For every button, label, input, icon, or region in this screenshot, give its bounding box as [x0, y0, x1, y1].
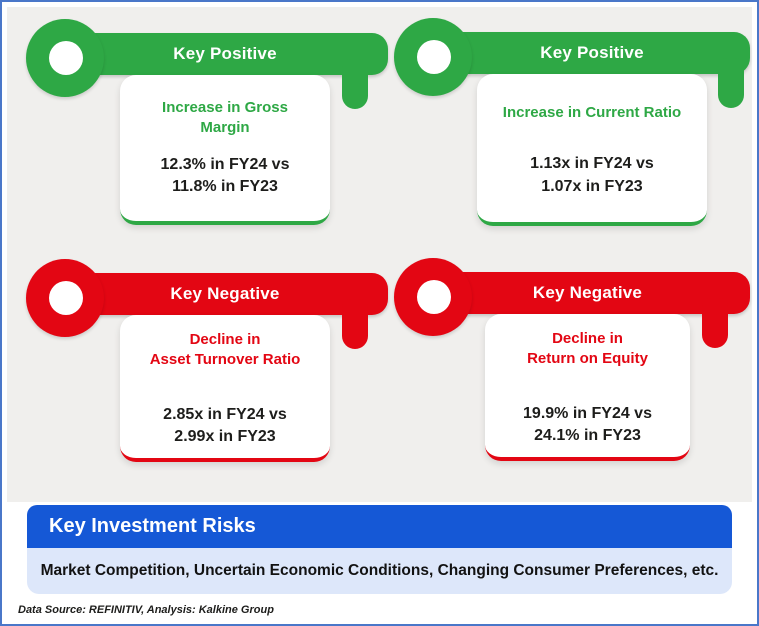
risks-banner-title: Key Investment Risks	[49, 515, 256, 537]
metric-line-1: 2.85x in FY24 vs	[163, 405, 287, 423]
title-line-1: Increase in Current Ratio	[502, 104, 682, 121]
metric-card-title: Increase in Gross Margin	[162, 98, 288, 138]
title-line-2: Margin	[200, 118, 250, 136]
metric-line-2: 11.8% in FY23	[172, 178, 278, 196]
key-positive-group-current-ratio: Key Positive Increase in Current Ratio 1…	[394, 18, 752, 228]
key-hole	[49, 41, 83, 75]
metric-card-values: 12.3% in FY24 vs 11.8% in FY23	[161, 154, 290, 199]
metric-card-title: Decline in Asset Turnover Ratio	[150, 330, 301, 370]
key-positive-group-gross-margin: Key Positive Increase in Gross Margin 12…	[26, 19, 388, 229]
key-hole	[417, 40, 451, 74]
metric-card-values: 19.9% in FY24 vs 24.1% in FY23	[523, 403, 652, 448]
key-label: Key Positive	[173, 44, 277, 63]
metric-card: Increase in Gross Margin 12.3% in FY24 v…	[120, 75, 330, 225]
title-line-1: Decline in	[552, 330, 623, 347]
key-tooth	[718, 58, 744, 108]
metric-line-1: 19.9% in FY24 vs	[523, 404, 652, 422]
key-bar	[64, 33, 388, 75]
title-line-2: Return on Equity	[527, 349, 648, 367]
metric-line-1: 1.13x in FY24 vs	[530, 154, 654, 172]
metric-card: Decline in Asset Turnover Ratio 2.85x in…	[120, 315, 330, 462]
metric-card-values: 2.85x in FY24 vs 2.99x in FY23	[163, 404, 287, 449]
key-label: Key Positive	[540, 43, 644, 62]
metric-line-2: 2.99x in FY23	[174, 428, 276, 446]
key-bar	[432, 272, 750, 314]
key-tooth	[342, 59, 368, 109]
key-icon	[26, 19, 104, 97]
key-label: Key Negative	[170, 284, 280, 303]
metric-line-1: 12.3% in FY24 vs	[160, 155, 290, 173]
risks-text-box: Market Competition, Uncertain Economic C…	[27, 548, 732, 594]
key-label: Key Negative	[532, 283, 643, 302]
title-line-2: Asset Turnover Ratio	[149, 350, 301, 368]
metric-line-2: 24.1% in FY23	[534, 427, 641, 445]
metric-card: Increase in Current Ratio 1.13x in FY24 …	[477, 74, 707, 226]
metric-card-values: 1.13x in FY24 vs 1.07x in FY23	[530, 153, 654, 198]
title-line-1: Decline in	[189, 331, 261, 348]
key-hole	[417, 280, 451, 314]
key-negative-group-asset-turnover: Key Negative Decline in Asset Turnover R…	[26, 259, 388, 469]
key-negative-group-return-on-equity: Key Negative Decline in Return on Equity…	[394, 258, 752, 468]
key-bar	[432, 32, 750, 74]
key-tooth	[342, 299, 368, 349]
key-tooth	[702, 298, 728, 348]
key-bar	[64, 273, 388, 315]
key-icon	[394, 18, 472, 96]
risks-banner: Key Investment Risks	[27, 505, 732, 548]
metric-card-title: Increase in Current Ratio	[503, 103, 681, 123]
metric-card: Decline in Return on Equity 19.9% in FY2…	[485, 314, 690, 461]
key-hole	[49, 281, 83, 315]
data-source-note: Data Source: REFINITIV, Analysis: Kalkin…	[18, 604, 274, 616]
risks-text: Market Competition, Uncertain Economic C…	[40, 562, 719, 579]
key-icon	[26, 259, 104, 337]
metric-card-title: Decline in Return on Equity	[527, 329, 648, 369]
key-icon	[394, 258, 472, 336]
metric-line-2: 1.07x in FY23	[541, 177, 643, 195]
title-line-1: Increase in Gross	[162, 99, 288, 116]
